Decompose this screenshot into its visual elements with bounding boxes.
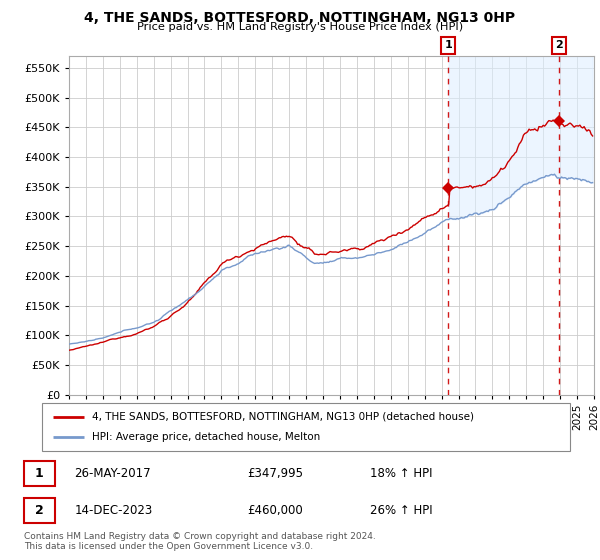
- Text: Contains HM Land Registry data © Crown copyright and database right 2024.
This d: Contains HM Land Registry data © Crown c…: [24, 532, 376, 552]
- Text: £347,995: £347,995: [247, 467, 303, 480]
- Text: £460,000: £460,000: [247, 503, 303, 517]
- Text: 14-DEC-2023: 14-DEC-2023: [74, 503, 152, 517]
- Bar: [24, 461, 55, 486]
- Text: 2: 2: [35, 503, 44, 517]
- Text: 1: 1: [35, 467, 44, 480]
- Bar: [24, 498, 55, 522]
- Text: Price paid vs. HM Land Registry's House Price Index (HPI): Price paid vs. HM Land Registry's House …: [137, 22, 463, 32]
- Text: HPI: Average price, detached house, Melton: HPI: Average price, detached house, Melt…: [92, 432, 320, 442]
- Text: 26-MAY-2017: 26-MAY-2017: [74, 467, 151, 480]
- Text: 1: 1: [445, 40, 452, 50]
- Text: 2: 2: [556, 40, 563, 50]
- Text: 4, THE SANDS, BOTTESFORD, NOTTINGHAM, NG13 0HP (detached house): 4, THE SANDS, BOTTESFORD, NOTTINGHAM, NG…: [92, 412, 474, 422]
- Text: 18% ↑ HPI: 18% ↑ HPI: [370, 467, 433, 480]
- Text: 26% ↑ HPI: 26% ↑ HPI: [370, 503, 433, 517]
- Text: 4, THE SANDS, BOTTESFORD, NOTTINGHAM, NG13 0HP: 4, THE SANDS, BOTTESFORD, NOTTINGHAM, NG…: [85, 11, 515, 25]
